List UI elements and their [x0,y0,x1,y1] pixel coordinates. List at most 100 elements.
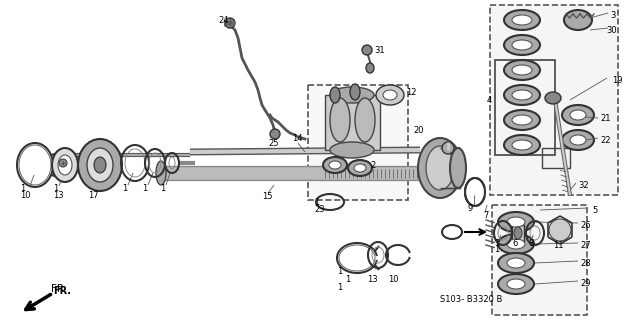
Text: FR.: FR. [53,286,71,296]
Text: 1: 1 [337,283,342,292]
Ellipse shape [450,148,466,188]
Text: 23: 23 [314,204,325,213]
Ellipse shape [376,85,404,105]
Ellipse shape [504,60,540,80]
Ellipse shape [442,142,454,154]
Text: 15: 15 [262,191,273,201]
Bar [495,60,555,155]
Text: 9: 9 [468,204,474,212]
Text: 12: 12 [406,87,416,97]
Text: 20: 20 [413,125,423,134]
Ellipse shape [545,92,561,104]
Text: 1: 1 [337,268,342,276]
Ellipse shape [362,45,372,55]
Ellipse shape [418,138,462,198]
Ellipse shape [512,90,532,100]
Text: 1: 1 [494,244,499,253]
Text: 32: 32 [578,180,588,189]
Text: 17: 17 [88,190,99,199]
Text: 3: 3 [610,11,615,20]
Ellipse shape [504,110,540,130]
Ellipse shape [512,140,532,150]
Text: 10: 10 [20,190,31,199]
Ellipse shape [512,15,532,25]
Ellipse shape [498,274,534,294]
Ellipse shape [507,258,525,268]
Ellipse shape [507,217,525,227]
Ellipse shape [58,155,72,175]
Text: 31: 31 [374,45,384,54]
Ellipse shape [330,87,340,103]
Bar [492,205,587,315]
Text: 1: 1 [345,275,350,284]
Ellipse shape [504,135,540,155]
Text: 5: 5 [592,205,597,214]
Polygon shape [490,5,618,195]
Ellipse shape [366,63,374,73]
Text: 6: 6 [512,238,517,247]
Ellipse shape [270,129,280,139]
Ellipse shape [512,65,532,75]
Ellipse shape [59,159,67,167]
Ellipse shape [52,148,78,182]
Ellipse shape [94,157,106,173]
Ellipse shape [383,90,397,100]
Ellipse shape [348,160,372,176]
Ellipse shape [498,253,534,273]
Text: 24: 24 [218,15,229,25]
Ellipse shape [156,161,166,185]
Text: 1: 1 [314,197,319,206]
Text: 1: 1 [122,183,127,193]
Ellipse shape [570,135,586,145]
Ellipse shape [225,18,235,28]
Text: 13: 13 [53,190,63,199]
Ellipse shape [78,139,122,191]
Bar [325,95,380,150]
Ellipse shape [564,10,592,30]
Ellipse shape [330,87,374,103]
Ellipse shape [498,212,534,232]
Text: 4: 4 [487,95,492,105]
Ellipse shape [504,35,540,55]
Ellipse shape [512,115,532,125]
Ellipse shape [562,105,594,125]
Text: 7: 7 [483,211,489,220]
Ellipse shape [350,84,360,100]
Text: 1: 1 [20,183,25,193]
Text: 21: 21 [600,114,610,123]
Ellipse shape [507,239,525,249]
Ellipse shape [504,10,540,30]
Text: 8: 8 [528,238,533,247]
Ellipse shape [570,110,586,120]
Text: 29: 29 [580,278,590,287]
Ellipse shape [87,148,113,182]
Text: 11: 11 [553,241,563,250]
Ellipse shape [329,161,341,169]
Bar [440,148,460,188]
Text: FR.: FR. [51,284,67,294]
Ellipse shape [330,98,350,142]
Text: 22: 22 [600,135,610,145]
Ellipse shape [507,279,525,289]
Text: 25: 25 [268,139,278,148]
Text: 10: 10 [388,275,399,284]
Ellipse shape [562,130,594,150]
Ellipse shape [426,146,454,190]
Bar [512,225,524,241]
Text: 2: 2 [370,161,376,170]
Text: 27: 27 [580,241,590,250]
Text: 26: 26 [580,220,590,229]
Ellipse shape [355,98,375,142]
Ellipse shape [354,164,366,172]
Text: S103- B3320 B: S103- B3320 B [440,295,502,305]
Text: 1: 1 [142,183,147,193]
Ellipse shape [330,142,374,158]
Bar [308,85,408,200]
Ellipse shape [514,227,522,239]
Ellipse shape [549,219,571,241]
Text: 1: 1 [53,183,58,193]
Bar [542,148,570,168]
Text: 1: 1 [494,238,499,247]
Ellipse shape [512,40,532,50]
Text: 28: 28 [580,259,590,268]
